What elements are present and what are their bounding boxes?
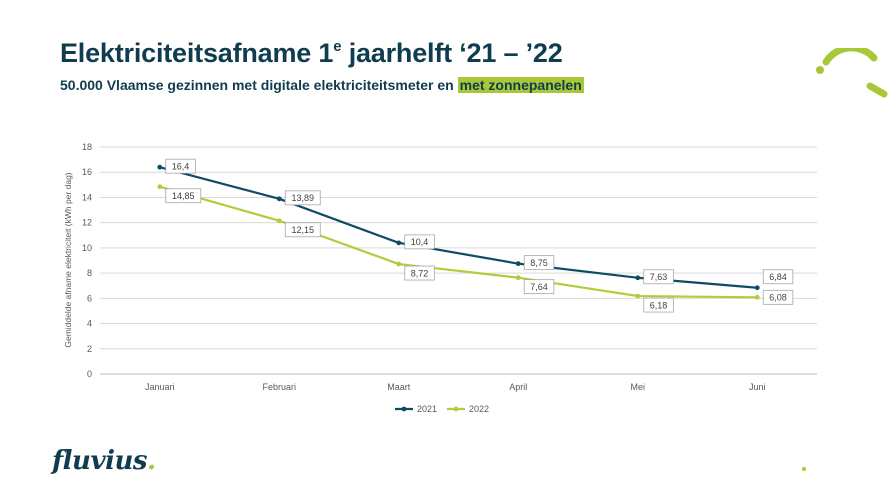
- brand-name: fluvius: [52, 446, 148, 476]
- legend-label: 2021: [417, 404, 437, 414]
- legend-item-2022: 2022: [447, 404, 489, 414]
- title-main: Elektriciteitsafname 1: [60, 38, 334, 68]
- y-tick-label: 10: [82, 243, 92, 253]
- data-label-text: 8,72: [411, 268, 429, 278]
- data-point-2022: [276, 218, 282, 224]
- data-point-2021: [754, 285, 760, 291]
- y-tick-label: 18: [82, 142, 92, 152]
- data-point-2022: [635, 293, 641, 299]
- data-label-text: 16,4: [172, 161, 190, 171]
- y-tick-label: 16: [82, 167, 92, 177]
- corner-dot: [802, 467, 806, 471]
- y-tick-label: 0: [87, 369, 92, 379]
- y-tick-label: 2: [87, 344, 92, 354]
- data-label-2021: 13,89: [284, 190, 321, 206]
- page-title: Elektriciteitsafname 1e jaarhelft ‘21 – …: [60, 38, 563, 69]
- data-labels: 16,4 13,89 10,4 8,75 7,63 6,84 14,85 12,15 8,72 7…: [165, 158, 794, 313]
- y-axis-label: Gemiddelde afname elektriciteit (kWh per…: [63, 172, 73, 347]
- data-label-box: [523, 279, 555, 295]
- x-tick-label: Maart: [387, 382, 411, 392]
- legend-label: 2022: [469, 404, 489, 414]
- data-label-2021: 10,4: [404, 234, 435, 250]
- data-label-text: 10,4: [411, 237, 429, 247]
- page-subtitle: 50.000 Vlaamse gezinnen met digitale ele…: [60, 77, 584, 93]
- data-label-2022: 6,08: [762, 289, 794, 305]
- y-tick-label: 14: [82, 192, 92, 202]
- legend-marker: [401, 406, 407, 412]
- legend-item-2021: 2021: [395, 404, 437, 414]
- data-point-2022: [515, 275, 521, 281]
- data-label-2022: 14,85: [165, 188, 202, 204]
- data-point-2022: [157, 184, 163, 190]
- data-label-box: [762, 289, 794, 305]
- subtitle-highlight: met zonnepanelen: [457, 77, 584, 93]
- y-tick-label: 4: [87, 319, 92, 329]
- data-label-text: 12,15: [291, 225, 314, 235]
- data-label-box: [404, 265, 435, 281]
- title-rest: jaarhelft ‘21 – ’22: [341, 38, 563, 68]
- data-label-box: [523, 255, 555, 271]
- legend-marker: [453, 406, 459, 412]
- data-label-text: 14,85: [172, 191, 195, 201]
- subtitle-main: 50.000 Vlaamse gezinnen met digitale ele…: [60, 77, 458, 93]
- y-tick-labels: 0 2 4 6 8 10 12 14 16 18: [82, 142, 92, 379]
- data-label-2022: 6,18: [643, 297, 674, 313]
- data-label-text: 6,08: [769, 293, 787, 303]
- title-superscript: e: [333, 38, 342, 55]
- data-label-2022: 12,15: [284, 222, 321, 238]
- data-label-box: [284, 222, 321, 238]
- data-label-text: 13,89: [291, 193, 314, 203]
- brand-dot: .: [147, 446, 156, 476]
- data-label-box: [643, 269, 674, 285]
- x-tick-label: April: [509, 382, 527, 392]
- data-label-text: 7,64: [530, 282, 548, 292]
- fluvius-arc-icon: [816, 48, 888, 98]
- data-label-text: 8,75: [530, 258, 548, 268]
- x-tick-label: Februari: [262, 382, 296, 392]
- grid-lines: [100, 146, 817, 375]
- data-point-2021: [515, 261, 521, 267]
- data-label-2021: 6,84: [762, 269, 794, 285]
- data-label-2021: 16,4: [165, 158, 196, 174]
- data-point-2021: [396, 240, 402, 246]
- data-label-2022: 7,64: [523, 279, 555, 295]
- x-tick-label: Mei: [630, 382, 645, 392]
- data-point-2022: [754, 294, 760, 300]
- series-line-2022: [159, 185, 758, 299]
- data-label-text: 7,63: [650, 272, 668, 282]
- fluvius-logo: fluvius.: [52, 446, 156, 476]
- data-label-2022: 8,72: [404, 265, 435, 281]
- data-label-text: 6,84: [769, 272, 787, 282]
- data-label-box: [165, 188, 202, 204]
- data-label-2021: 8,75: [523, 255, 555, 271]
- data-point-2021: [635, 275, 641, 281]
- data-point-2022: [396, 261, 402, 267]
- y-tick-label: 12: [82, 218, 92, 228]
- data-label-box: [643, 297, 674, 313]
- data-point-2021: [157, 164, 163, 170]
- data-point-2021: [276, 196, 282, 202]
- x-tick-label: Januari: [145, 382, 175, 392]
- data-label-text: 6,18: [650, 300, 668, 310]
- y-tick-label: 8: [87, 268, 92, 278]
- data-label-box: [762, 269, 794, 285]
- y-tick-label: 6: [87, 293, 92, 303]
- x-tick-labels: Januari Februari Maart April Mei Juni: [145, 382, 766, 392]
- data-label-box: [404, 234, 435, 250]
- data-label-box: [165, 158, 196, 174]
- data-label-box: [284, 190, 321, 206]
- legend: 2021 2022: [395, 404, 489, 414]
- data-label-2021: 7,63: [643, 269, 674, 285]
- x-tick-label: Juni: [749, 382, 766, 392]
